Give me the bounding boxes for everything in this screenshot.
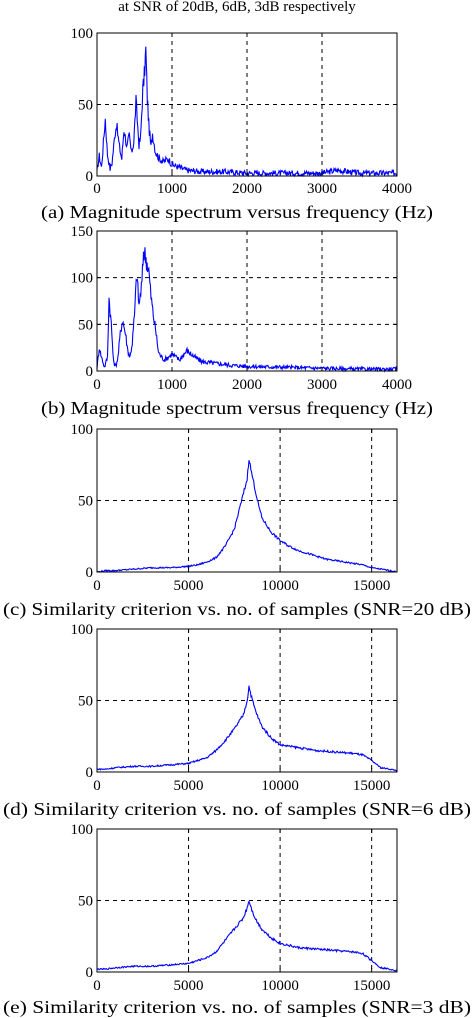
x-tick-label: 15000: [353, 978, 391, 994]
series-line: [96, 900, 398, 972]
y-tick-label: 100: [71, 422, 94, 438]
y-tick-label: 0: [86, 169, 94, 185]
series-line: [96, 685, 398, 772]
panel-caption: (b) Magnitude spectrum versus frequency …: [41, 398, 433, 419]
series-line: [96, 460, 397, 573]
panel-caption: (e) Similarity criterion vs. no. of samp…: [3, 997, 471, 1018]
plot-frame: [96, 230, 398, 372]
y-tick-label: 100: [71, 26, 94, 42]
x-tick-label: 0: [93, 181, 101, 197]
x-tick-label: 4000: [382, 377, 412, 393]
x-tick-label: 0: [93, 578, 101, 594]
chart-e: 0 5000 10000 15000 0 50 100 (e) Similarity crit…: [3, 822, 471, 1018]
y-tick-label: 50: [78, 317, 93, 333]
x-tick-label: 5000: [174, 578, 204, 594]
x-tick-label: 0: [93, 778, 101, 794]
y-tick-label: 0: [86, 965, 94, 981]
panel-caption: (d) Similarity criterion vs. no. of samp…: [3, 799, 471, 820]
x-tick-label: 0: [93, 978, 101, 994]
y-tick-label: 50: [78, 98, 93, 114]
chart-d: 0 5000 10000 15000 0 50 100 (d) Similarity crit…: [3, 622, 471, 820]
y-tick-label: 100: [71, 622, 94, 638]
x-tick-label: 15000: [353, 778, 391, 794]
x-tick-label: 0: [93, 377, 101, 393]
panel-caption: (c) Similarity criterion vs. no. of samp…: [3, 599, 471, 620]
x-tick-label: 3000: [307, 181, 337, 197]
y-tick-label: 0: [86, 765, 94, 781]
y-tick-label: 150: [71, 224, 94, 240]
x-tick-label: 5000: [174, 978, 204, 994]
x-tick-label: 2000: [232, 377, 262, 393]
x-tick-label: 10000: [261, 778, 299, 794]
x-tick-label: 10000: [261, 578, 299, 594]
y-tick-label: 100: [71, 271, 94, 287]
x-tick-label: 3000: [307, 377, 337, 393]
y-tick-label: 50: [78, 894, 93, 910]
y-tick-label: 100: [71, 822, 94, 838]
plot-frame: [96, 828, 398, 973]
chart-c: 0 5000 10000 15000 0 50 100 (c) Similarity crit…: [3, 422, 471, 620]
y-tick-label: 0: [86, 565, 94, 581]
x-tick-label: 10000: [261, 978, 299, 994]
y-tick-label: 50: [78, 494, 93, 510]
x-tick-label: 1000: [157, 181, 187, 197]
panel-caption: (a) Magnitude spectrum versus frequency …: [41, 202, 433, 223]
y-tick-label: 0: [86, 364, 94, 380]
chart-a: 0 1000 2000 3000 4000 0 50 100 (a) Magnitude spe…: [41, 26, 433, 223]
x-tick-label: 1000: [157, 377, 187, 393]
y-tick-label: 50: [78, 694, 93, 710]
plot-frame: [96, 428, 398, 573]
x-tick-label: 2000: [232, 181, 262, 197]
x-tick-label: 15000: [353, 578, 391, 594]
series-line: [96, 247, 398, 373]
figure-header-caption: at SNR of 20dB, 6dB, 3dB respectively: [118, 0, 356, 15]
series-line: [96, 46, 398, 178]
x-tick-label: 5000: [174, 778, 204, 794]
x-tick-label: 4000: [382, 181, 412, 197]
chart-b: 0 1000 2000 3000 4000 0 50 100 150 (b) Magnitude …: [41, 224, 433, 419]
